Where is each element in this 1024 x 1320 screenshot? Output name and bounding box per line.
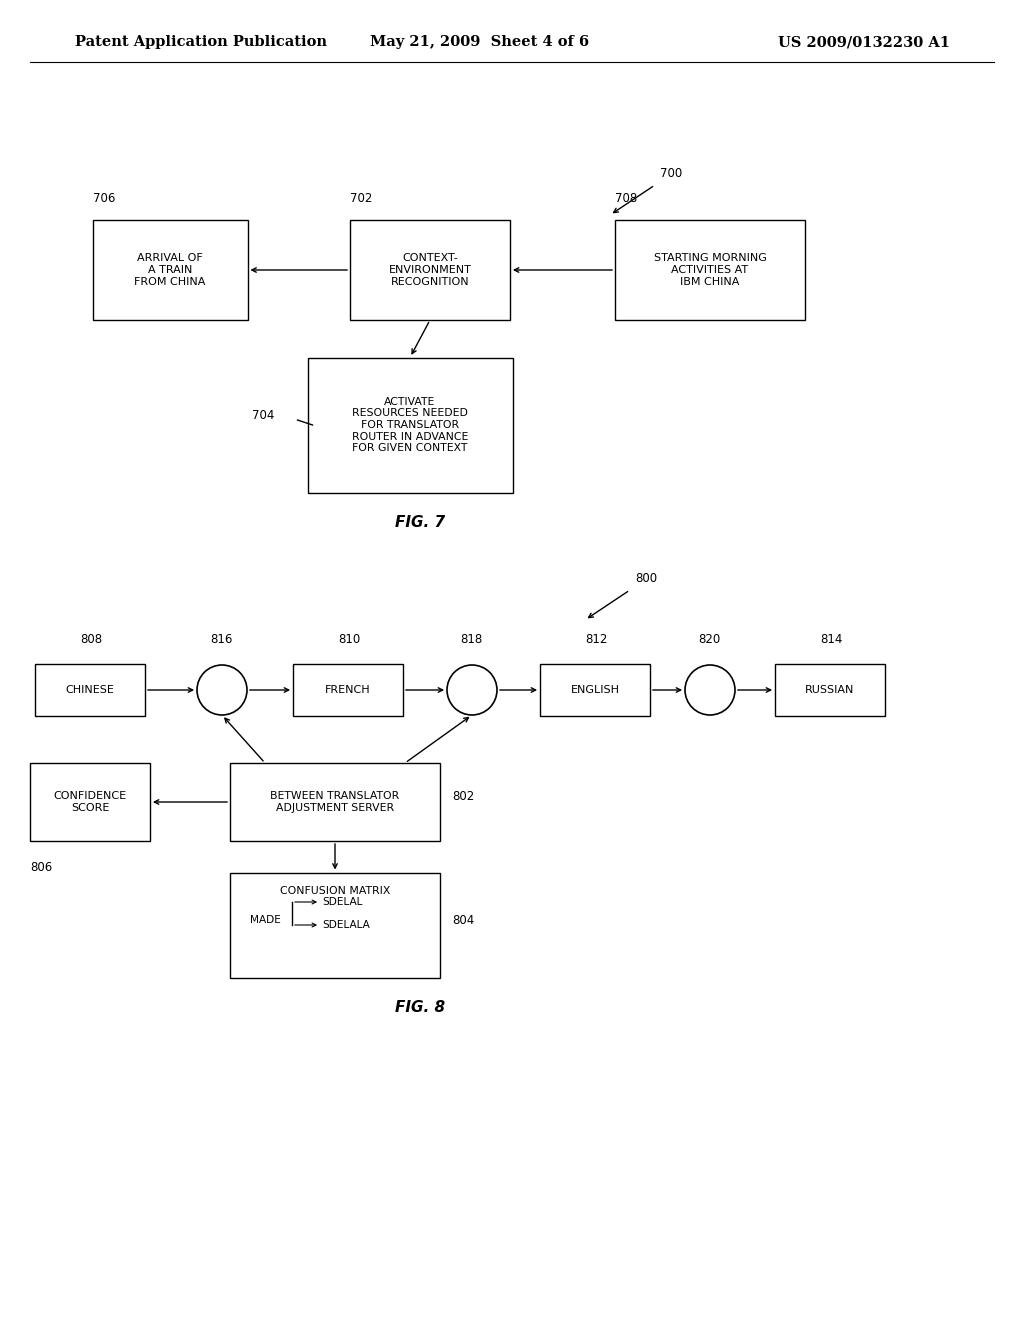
Text: 818: 818 <box>460 634 482 645</box>
Bar <box>230 873 440 978</box>
Text: ARRIVAL OF
A TRAIN
FROM CHINA: ARRIVAL OF A TRAIN FROM CHINA <box>134 253 206 286</box>
Text: 814: 814 <box>820 634 843 645</box>
Bar <box>615 220 805 319</box>
Text: 816: 816 <box>210 634 232 645</box>
Text: CONTEXT-
ENVIRONMENT
RECOGNITION: CONTEXT- ENVIRONMENT RECOGNITION <box>388 253 471 286</box>
Text: 808: 808 <box>80 634 102 645</box>
Text: RUSSIAN: RUSSIAN <box>805 685 855 696</box>
Text: US 2009/0132230 A1: US 2009/0132230 A1 <box>778 36 950 49</box>
Text: MADE: MADE <box>250 915 281 925</box>
Text: BETWEEN TRANSLATOR
ADJUSTMENT SERVER: BETWEEN TRANSLATOR ADJUSTMENT SERVER <box>270 791 399 813</box>
Text: CONFUSION MATRIX: CONFUSION MATRIX <box>280 886 390 895</box>
Text: CHINESE: CHINESE <box>66 685 115 696</box>
Text: CONFIDENCE
SCORE: CONFIDENCE SCORE <box>53 791 127 813</box>
Text: ACTIVATE
RESOURCES NEEDED
FOR TRANSLATOR
ROUTER IN ADVANCE
FOR GIVEN CONTEXT: ACTIVATE RESOURCES NEEDED FOR TRANSLATOR… <box>352 397 468 453</box>
Text: 704: 704 <box>253 408 274 421</box>
Text: FRENCH: FRENCH <box>326 685 371 696</box>
Bar <box>92 220 248 319</box>
Text: 802: 802 <box>452 791 474 804</box>
Text: SDELALA: SDELALA <box>322 920 370 931</box>
Text: Patent Application Publication: Patent Application Publication <box>75 36 327 49</box>
Bar <box>30 763 150 841</box>
Text: STARTING MORNING
ACTIVITIES AT
IBM CHINA: STARTING MORNING ACTIVITIES AT IBM CHINA <box>653 253 766 286</box>
Bar <box>230 763 440 841</box>
Text: May 21, 2009  Sheet 4 of 6: May 21, 2009 Sheet 4 of 6 <box>371 36 590 49</box>
Bar <box>35 664 145 715</box>
Text: 810: 810 <box>338 634 360 645</box>
Text: FIG. 8: FIG. 8 <box>395 1001 445 1015</box>
Text: 700: 700 <box>660 168 682 180</box>
Text: 800: 800 <box>635 572 657 585</box>
Bar <box>293 664 403 715</box>
Text: 804: 804 <box>452 913 474 927</box>
Bar <box>540 664 650 715</box>
Text: 820: 820 <box>698 634 720 645</box>
Text: 812: 812 <box>585 634 607 645</box>
Text: ENGLISH: ENGLISH <box>570 685 620 696</box>
Bar <box>775 664 885 715</box>
Text: 706: 706 <box>92 191 115 205</box>
Text: FIG. 7: FIG. 7 <box>395 515 445 531</box>
Bar <box>350 220 510 319</box>
Text: 708: 708 <box>615 191 637 205</box>
Text: 702: 702 <box>350 191 373 205</box>
Text: 806: 806 <box>30 861 52 874</box>
Text: SDELAL: SDELAL <box>322 898 362 907</box>
Bar <box>307 358 512 492</box>
